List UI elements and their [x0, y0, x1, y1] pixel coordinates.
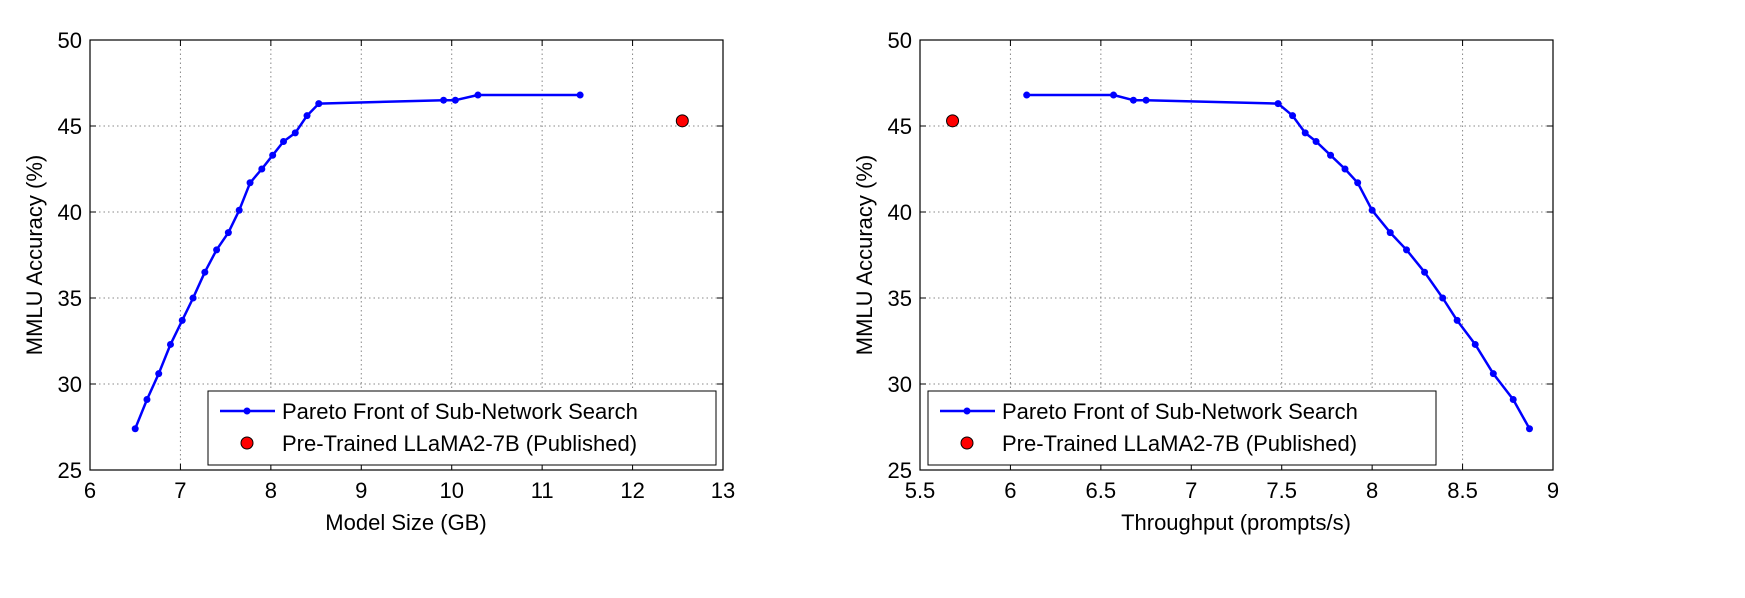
x-tick-label: 7	[174, 478, 186, 503]
pareto-point	[1110, 91, 1118, 99]
x-axis-label: Throughput (prompts/s)	[1121, 510, 1351, 535]
chart-throughput: 5.5 6 6.5 7 7.5 8 8.5 9 25 30 35 40 45 50 Throughput …	[852, 28, 1559, 535]
pareto-point	[1439, 294, 1447, 302]
x-tick-label: 13	[711, 478, 735, 503]
y-axis-label: MMLU Accuracy (%)	[852, 155, 877, 355]
x-tick-label: 10	[439, 478, 463, 503]
pareto-point	[1274, 100, 1282, 108]
series-layer	[946, 91, 1533, 433]
legend: Pareto Front of Sub-Network Search Pre-T…	[207, 390, 717, 466]
x-tick-label: 6.5	[1086, 478, 1117, 503]
ticks: 6 7 8 9 10 11 12 13 25 30 35 40 45 50	[58, 28, 736, 503]
pareto-point	[1289, 112, 1297, 120]
legend-box	[207, 390, 717, 466]
legend-baseline-marker	[240, 436, 254, 450]
pareto-point	[1354, 179, 1362, 187]
pareto-point	[1301, 129, 1309, 137]
legend-baseline-marker	[960, 436, 974, 450]
legend-pareto-marker	[963, 407, 971, 415]
series-layer	[131, 91, 689, 433]
y-tick-label: 40	[888, 200, 912, 225]
pareto-point	[258, 165, 266, 173]
legend-box	[927, 390, 1437, 466]
y-tick-label: 35	[888, 286, 912, 311]
x-tick-label: 12	[620, 478, 644, 503]
x-tick-label: 5.5	[905, 478, 936, 503]
y-tick-label: 30	[58, 372, 82, 397]
pareto-point	[1471, 340, 1479, 348]
pareto-point	[1142, 96, 1150, 104]
pareto-point	[280, 137, 288, 145]
pareto-point	[166, 340, 174, 348]
x-tick-label: 7	[1185, 478, 1197, 503]
pareto-point	[303, 112, 311, 120]
x-tick-label: 6	[84, 478, 96, 503]
y-tick-label: 25	[58, 458, 82, 483]
y-tick-label: 50	[888, 28, 912, 53]
pareto-point	[291, 129, 299, 137]
pareto-point	[1403, 246, 1411, 254]
pareto-point	[143, 395, 151, 403]
baseline-point	[675, 114, 689, 128]
pareto-point	[235, 206, 243, 214]
pareto-point	[576, 91, 584, 99]
pareto-point	[246, 179, 254, 187]
pareto-point	[178, 316, 186, 324]
pareto-point	[451, 96, 459, 104]
x-tick-label: 8	[1366, 478, 1378, 503]
pareto-point	[155, 370, 163, 378]
pareto-point	[1453, 316, 1461, 324]
pareto-point	[201, 268, 209, 276]
pareto-point	[440, 96, 448, 104]
pareto-point	[1312, 137, 1320, 145]
y-tick-label: 50	[58, 28, 82, 53]
pareto-point	[1421, 268, 1429, 276]
ticks: 5.5 6 6.5 7 7.5 8 8.5 9 25 30 35 40 45 50	[888, 28, 1560, 503]
pareto-point	[474, 91, 482, 99]
y-tick-label: 25	[888, 458, 912, 483]
pareto-point	[189, 294, 197, 302]
pareto-point	[269, 151, 277, 159]
pareto-point	[1327, 151, 1335, 159]
legend-baseline-label: Pre-Trained LLaMA2-7B (Published)	[282, 431, 637, 456]
pareto-point	[213, 246, 221, 254]
pareto-point	[1129, 96, 1137, 104]
y-tick-label: 35	[58, 286, 82, 311]
pareto-point	[315, 100, 323, 108]
x-tick-label: 8.5	[1447, 478, 1478, 503]
x-axis-label: Model Size (GB)	[325, 510, 486, 535]
x-tick-label: 9	[1547, 478, 1559, 503]
legend-pareto-label: Pareto Front of Sub-Network Search	[282, 399, 638, 424]
x-tick-label: 8	[265, 478, 277, 503]
legend: Pareto Front of Sub-Network Search Pre-T…	[927, 390, 1437, 466]
chart-model-size: 6 7 8 9 10 11 12 13 25 30 35 40 45 50 Model Size (GB)…	[22, 28, 735, 535]
x-tick-label: 7.5	[1266, 478, 1297, 503]
x-tick-label: 11	[531, 478, 554, 503]
pareto-point	[1341, 165, 1349, 173]
y-axis-label: MMLU Accuracy (%)	[22, 155, 47, 355]
legend-pareto-marker	[243, 407, 251, 415]
pareto-point	[1525, 425, 1533, 433]
legend-pareto-label: Pareto Front of Sub-Network Search	[1002, 399, 1358, 424]
pareto-point	[1386, 229, 1394, 237]
pareto-point	[1368, 206, 1376, 214]
pareto-point	[224, 229, 232, 237]
legend-baseline-label: Pre-Trained LLaMA2-7B (Published)	[1002, 431, 1357, 456]
x-tick-label: 9	[355, 478, 367, 503]
pareto-point	[1489, 370, 1497, 378]
y-tick-label: 30	[888, 372, 912, 397]
baseline-point	[946, 114, 960, 128]
pareto-point	[1023, 91, 1031, 99]
axes-box	[919, 39, 1554, 471]
pareto-point	[1509, 395, 1517, 403]
axes-box	[89, 39, 724, 471]
y-tick-label: 45	[888, 114, 912, 139]
pareto-point	[131, 425, 139, 433]
y-tick-label: 40	[58, 200, 82, 225]
x-tick-label: 6	[1004, 478, 1016, 503]
y-tick-label: 45	[58, 114, 82, 139]
